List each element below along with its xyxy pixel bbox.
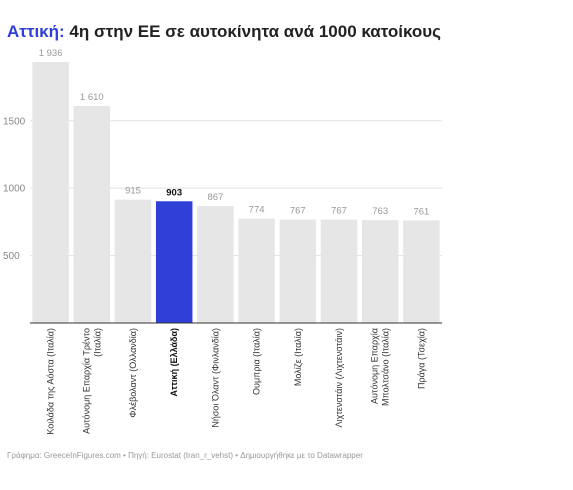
category-label: Πράγα (Τσεχία) bbox=[416, 328, 426, 389]
y-tick-label: 1500 bbox=[3, 116, 26, 127]
category-label: Αυτόνομη Επαρχία Μπολτσάνο (Ιταλία) bbox=[370, 328, 391, 406]
category-label: Αττική (Ελλάδα) bbox=[169, 328, 179, 396]
chart-title: Αττική: 4η στην ΕΕ σε αυτοκίνητα ανά 100… bbox=[7, 22, 441, 42]
source-note: Γράφημα: GreeceInFigures.com • Πηγή: Eur… bbox=[7, 451, 363, 460]
title-rest: 4η στην ΕΕ σε αυτοκίνητα ανά 1000 κατοίκ… bbox=[64, 22, 442, 41]
value-label: 767 bbox=[331, 206, 347, 217]
bar bbox=[238, 218, 275, 323]
category-label: Λιχτενστάιν (Λιχτενστάιν) bbox=[334, 328, 344, 427]
value-label: 1 936 bbox=[39, 48, 63, 59]
category-label-line: Αττική (Ελλάδα) bbox=[169, 328, 179, 396]
category-label-line: Μολίζε (Ιταλία) bbox=[293, 328, 303, 386]
bar bbox=[114, 199, 152, 323]
value-label: 767 bbox=[290, 206, 306, 217]
bar bbox=[32, 62, 69, 323]
category-label-line: Λιχτενστάιν (Λιχτενστάιν) bbox=[334, 328, 344, 427]
category-label-line: Αυτόνομη Επαρχία bbox=[370, 328, 380, 404]
category-label-line: Πράγα (Τσεχία) bbox=[416, 328, 426, 389]
category-label-line: Νήσοι Όλαντ (Φινλανδία) bbox=[210, 328, 220, 428]
bar bbox=[361, 220, 399, 323]
bar bbox=[320, 219, 358, 323]
title-highlight: Αττική: bbox=[7, 22, 65, 41]
y-tick-label: 1000 bbox=[3, 184, 26, 195]
value-label: 761 bbox=[413, 206, 429, 217]
category-label: Μολίζε (Ιταλία) bbox=[293, 328, 303, 386]
bar bbox=[279, 219, 317, 323]
value-label: 915 bbox=[125, 186, 141, 197]
value-label: 774 bbox=[249, 205, 265, 216]
category-label: Αυτόνομη Επαρχία Τρέντο (Ιταλία) bbox=[81, 328, 102, 434]
bar bbox=[403, 220, 440, 323]
category-label-line: (Ιταλία) bbox=[92, 328, 102, 357]
category-label: Νήσοι Όλαντ (Φινλανδία) bbox=[210, 328, 220, 428]
value-label: 867 bbox=[207, 192, 223, 203]
category-label: Φλέβολαντ (Ολλανδία) bbox=[128, 328, 138, 418]
bar bbox=[197, 206, 234, 323]
category-label-line: Φλέβολαντ (Ολλανδία) bbox=[128, 328, 138, 418]
bar bbox=[73, 105, 111, 324]
category-label: Ουμπρια (Ιταλία) bbox=[252, 328, 262, 395]
category-label: Κοιλάδα της Αόστα (Ιταλία) bbox=[46, 328, 56, 435]
category-label-line: Κοιλάδα της Αόστα (Ιταλία) bbox=[46, 328, 56, 435]
y-tick-label: 500 bbox=[3, 251, 20, 262]
value-label: 1 610 bbox=[80, 92, 104, 103]
category-label-line: Μπολτσάνο (Ιταλία) bbox=[381, 328, 391, 406]
value-label: 763 bbox=[372, 206, 388, 217]
bar bbox=[155, 201, 193, 323]
value-label: 903 bbox=[166, 187, 182, 198]
bar-chart: 500 1000 1500 1 936 Κοιλάδα της Αόστα (Ιταλί… bbox=[3, 48, 442, 435]
category-label-line: Ουμπρια (Ιταλία) bbox=[252, 328, 262, 395]
category-label-line: Αυτόνομη Επαρχία Τρέντο bbox=[81, 328, 91, 434]
